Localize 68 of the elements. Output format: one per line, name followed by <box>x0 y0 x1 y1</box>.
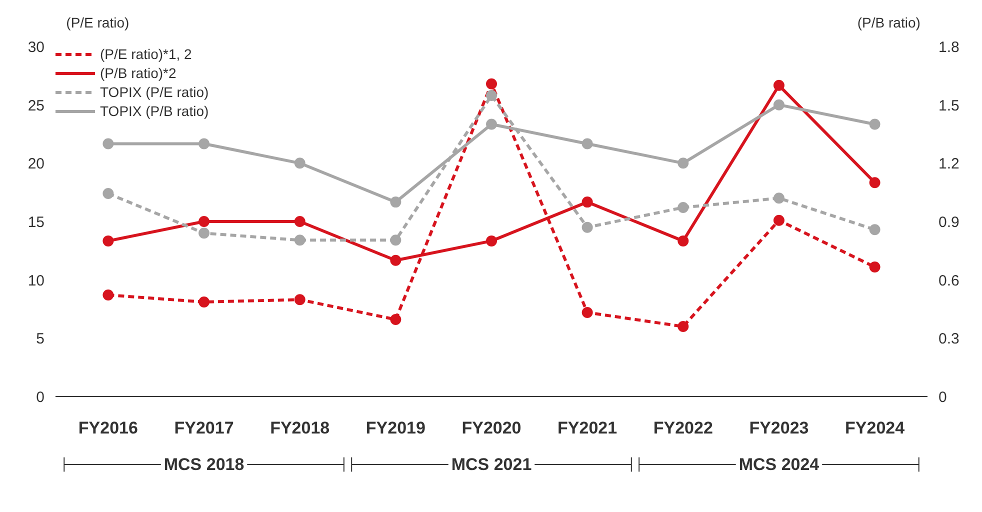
y2-tick-label: 1.8 <box>938 39 960 56</box>
y-tick-label: 15 <box>28 214 45 231</box>
point <box>869 262 880 272</box>
y2-tick-label: 1.2 <box>938 156 960 173</box>
y-axis-title: (P/E ratio) <box>66 14 130 31</box>
point <box>582 222 593 233</box>
point <box>102 188 114 199</box>
y2-tick-label: 0.9 <box>938 214 960 231</box>
point <box>678 235 689 246</box>
point <box>102 138 114 150</box>
point <box>773 214 784 226</box>
point <box>678 202 689 213</box>
x-tick-label: FY2017 <box>174 418 234 438</box>
point <box>486 235 497 246</box>
y-tick-label: 20 <box>28 156 45 173</box>
point <box>390 234 402 246</box>
point <box>294 294 306 306</box>
point <box>773 99 784 110</box>
point <box>390 196 402 208</box>
point <box>582 307 593 318</box>
y-tick-label: 30 <box>28 39 45 56</box>
point <box>869 177 880 188</box>
point <box>773 192 784 204</box>
point <box>102 290 114 300</box>
y-tick-label: 5 <box>36 330 44 348</box>
point <box>294 234 306 246</box>
x-tick-label: FY2022 <box>653 418 713 438</box>
y-tick-label: 25 <box>28 97 45 114</box>
y2-tick-label: 0.6 <box>938 272 960 290</box>
x-tick-label: FY2021 <box>558 418 618 438</box>
legend-label: (P/B ratio)*2 <box>100 65 176 81</box>
x-tick-label: FY2019 <box>366 418 426 438</box>
text: MCS 2021 <box>451 455 532 474</box>
point <box>294 158 306 169</box>
y2-tick-label: 0 <box>938 389 947 406</box>
y2-tick-label: 1.5 <box>938 97 960 114</box>
point <box>198 138 210 150</box>
point <box>486 90 497 101</box>
legend-label: TOPIX (P/B ratio) <box>100 103 209 119</box>
x-tick-label: FY2016 <box>78 418 138 438</box>
legend-label: TOPIX (P/E ratio) <box>100 84 209 100</box>
point <box>486 118 497 130</box>
y-tick-label: 0 <box>36 389 44 406</box>
point <box>198 228 210 239</box>
point <box>582 138 593 150</box>
point <box>678 321 689 332</box>
point <box>390 314 402 325</box>
text: MCS 2018 <box>164 455 244 474</box>
y2-tick-label: 0.3 <box>938 330 960 348</box>
point <box>869 224 880 236</box>
point <box>869 118 880 130</box>
point <box>486 78 497 90</box>
x-tick-label: FY2024 <box>845 418 906 438</box>
point <box>102 235 114 246</box>
point <box>773 80 784 91</box>
point <box>678 158 689 169</box>
x-tick-label: FY2018 <box>270 418 330 438</box>
y2-axis-title: (P/B ratio) <box>857 14 920 31</box>
point <box>390 254 402 266</box>
legend-label: (P/E ratio)*1, 2 <box>100 46 192 62</box>
text: MCS 2024 <box>738 455 820 474</box>
point <box>198 216 210 227</box>
x-tick-label: FY2023 <box>749 418 809 438</box>
point <box>582 196 593 208</box>
point <box>294 216 306 227</box>
x-tick-label: FY2020 <box>462 418 522 438</box>
y-tick-label: 10 <box>28 272 45 290</box>
point <box>198 296 210 308</box>
